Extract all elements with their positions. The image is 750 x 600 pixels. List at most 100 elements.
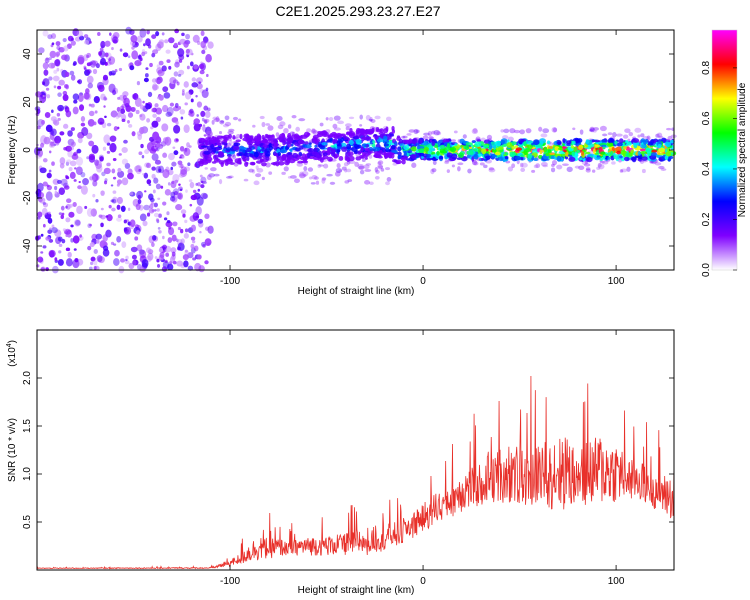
noise-blob [42, 181, 48, 187]
noise-blob [113, 243, 117, 246]
noise-blob [41, 119, 45, 125]
noise-blob [88, 110, 95, 117]
signal-blob [216, 137, 220, 144]
noise-blob [100, 93, 106, 101]
signal-blob [292, 152, 299, 159]
signal-halo [347, 179, 353, 182]
signal-halo [462, 134, 467, 139]
signal-blob [235, 139, 241, 143]
signal-halo [232, 116, 239, 121]
noise-blob [57, 259, 64, 266]
signal-halo [277, 124, 284, 130]
signal-blob [587, 153, 595, 158]
signal-blob [631, 156, 637, 163]
noise-blob [74, 257, 79, 263]
noise-blob [106, 162, 111, 167]
signal-blob [374, 136, 379, 140]
colorbar-frame [711, 29, 738, 271]
noise-blob [146, 29, 150, 35]
signal-blob [331, 152, 336, 157]
signal-blob [491, 148, 497, 153]
signal-blob [498, 156, 504, 162]
signal-halo [667, 135, 673, 140]
noise-blob [104, 115, 107, 119]
signal-halo [265, 162, 271, 168]
signal-blob [664, 155, 669, 161]
noise-blob [45, 57, 49, 61]
colorbar-tick-label: 0.6 [701, 111, 712, 125]
noise-blob [157, 227, 161, 230]
noise-blob [183, 147, 191, 157]
noise-blob [127, 112, 134, 118]
noise-blob [108, 56, 116, 65]
colorbar-tick-label: 0.2 [701, 212, 712, 226]
signal-halo [341, 166, 347, 171]
signal-halo [289, 175, 297, 179]
y-tick-label: 0 [22, 147, 33, 153]
signal-blob [287, 151, 293, 155]
signal-halo [261, 176, 265, 181]
signal-blob [205, 137, 211, 140]
signal-halo [531, 169, 536, 173]
noise-blob [131, 93, 137, 99]
noise-blob [189, 203, 193, 207]
signal-halo [467, 168, 472, 174]
noise-blob [136, 80, 141, 86]
signal-blob [665, 141, 672, 147]
signal-blob [410, 146, 417, 152]
signal-halo [226, 142, 231, 148]
signal-blob [328, 158, 332, 162]
noise-blob [125, 258, 128, 262]
signal-halo [585, 167, 591, 171]
signal-halo [507, 166, 514, 172]
noise-blob [203, 105, 209, 111]
signal-halo [219, 130, 223, 135]
signal-blob [294, 147, 301, 152]
noise-blob [197, 218, 204, 224]
noise-blob [139, 57, 143, 62]
colorbar: 0.0 0.2 0.4 0.6 0.8 Normalized spectral ampl… [701, 29, 748, 277]
noise-blob [90, 103, 95, 108]
signal-blob [240, 146, 247, 150]
noise-blob [99, 156, 104, 162]
signal-blob [500, 140, 506, 145]
noise-blob [116, 111, 122, 118]
signal-blob [585, 139, 590, 144]
noise-blob [110, 184, 114, 187]
signal-halo [385, 181, 390, 186]
snr-multiplier-suffix: ) [7, 340, 18, 343]
noise-blob [37, 182, 44, 192]
noise-blob [62, 228, 67, 232]
noise-blob [72, 235, 80, 244]
noise-blob [183, 260, 189, 268]
noise-blob [70, 224, 74, 228]
signal-blob [624, 156, 630, 162]
noise-blob [43, 136, 51, 145]
signal-blob [457, 152, 464, 159]
noise-blob [37, 256, 44, 263]
noise-blob [207, 41, 214, 49]
noise-blob [178, 69, 185, 76]
noise-blob [173, 124, 181, 134]
noise-blob [49, 50, 57, 59]
signal-halo [436, 131, 442, 136]
signal-blob [657, 143, 662, 149]
signal-blob [523, 140, 527, 147]
noise-blob [144, 73, 149, 78]
noise-blob [116, 217, 123, 222]
noise-blob [100, 222, 104, 228]
noise-blob [67, 130, 73, 137]
signal-blob [658, 147, 665, 153]
signal-blob [532, 139, 540, 146]
signal-blob [385, 126, 389, 132]
signal-blob [391, 126, 395, 131]
signal-blob [219, 151, 224, 157]
noise-blob [56, 67, 60, 72]
signal-blob [418, 148, 425, 154]
noise-blob [173, 42, 178, 47]
signal-blob [261, 162, 267, 167]
noise-blob [51, 161, 55, 166]
signal-blob [482, 144, 490, 148]
signal-blob [270, 140, 276, 145]
